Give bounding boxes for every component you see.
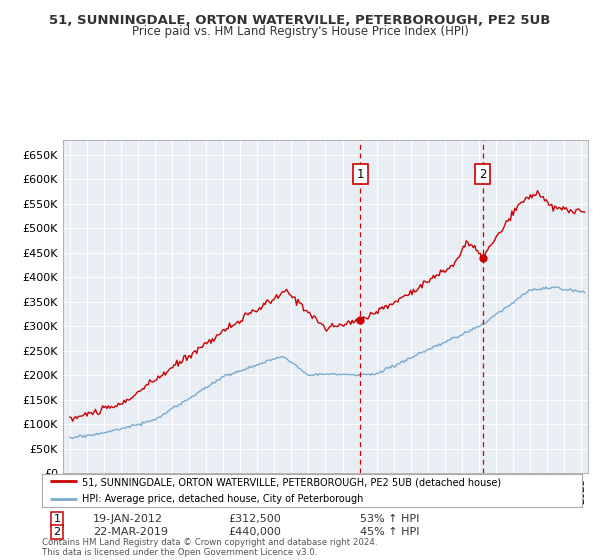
Text: HPI: Average price, detached house, City of Peterborough: HPI: Average price, detached house, City… <box>83 494 364 505</box>
Text: Contains HM Land Registry data © Crown copyright and database right 2024.
This d: Contains HM Land Registry data © Crown c… <box>42 538 377 557</box>
Text: 53% ↑ HPI: 53% ↑ HPI <box>360 514 419 524</box>
Text: 51, SUNNINGDALE, ORTON WATERVILLE, PETERBOROUGH, PE2 5UB: 51, SUNNINGDALE, ORTON WATERVILLE, PETER… <box>49 14 551 27</box>
Text: 2: 2 <box>479 168 487 181</box>
Text: 45% ↑ HPI: 45% ↑ HPI <box>360 527 419 537</box>
Text: 1: 1 <box>356 168 364 181</box>
Text: £440,000: £440,000 <box>228 527 281 537</box>
Text: 1: 1 <box>53 514 61 524</box>
Text: 19-JAN-2012: 19-JAN-2012 <box>93 514 163 524</box>
Text: 22-MAR-2019: 22-MAR-2019 <box>93 527 168 537</box>
Text: £312,500: £312,500 <box>228 514 281 524</box>
Text: 51, SUNNINGDALE, ORTON WATERVILLE, PETERBOROUGH, PE2 5UB (detached house): 51, SUNNINGDALE, ORTON WATERVILLE, PETER… <box>83 477 502 487</box>
Text: 2: 2 <box>53 527 61 537</box>
Text: Price paid vs. HM Land Registry's House Price Index (HPI): Price paid vs. HM Land Registry's House … <box>131 25 469 38</box>
